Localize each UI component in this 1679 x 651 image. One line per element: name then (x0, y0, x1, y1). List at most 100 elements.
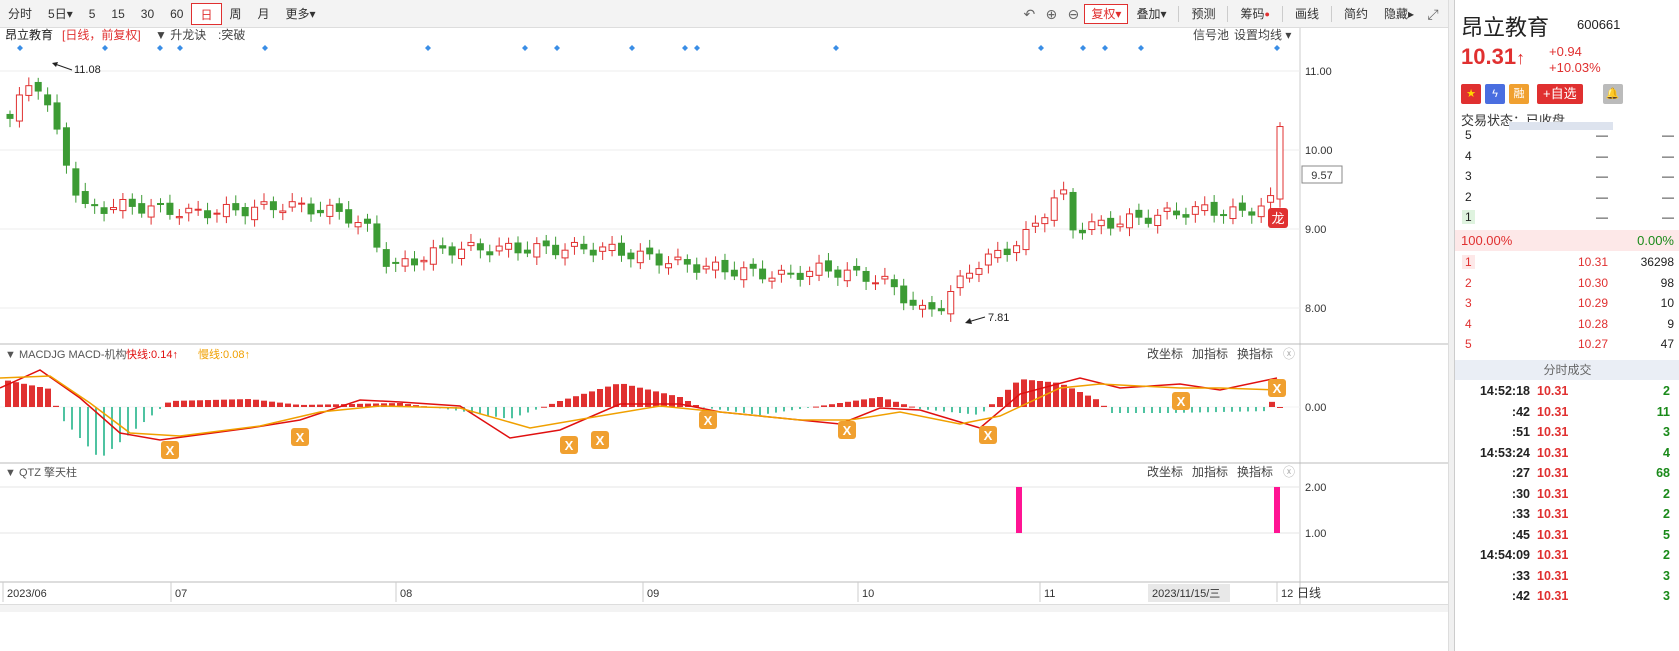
macd-bar (589, 391, 595, 407)
kline-chart[interactable]: 昂立教育 [日线，前复权] ▼ 升龙诀 :突破 信号池 设置均线 ▾ 11.00… (0, 28, 1448, 604)
sell-row-3[interactable]: 3 — — (1455, 166, 1679, 187)
bell-icon[interactable]: 🔔 (1602, 84, 1623, 104)
zoom-out-icon[interactable]: ⊖ (1067, 5, 1080, 22)
bottom-tab-strip[interactable] (0, 604, 1448, 612)
signal-diamond[interactable] (1274, 45, 1280, 51)
qtz-change-axis-button[interactable]: 改坐标 (1147, 465, 1183, 479)
qtz-switch-indicator-button[interactable]: 换指标 (1237, 464, 1273, 479)
hide-button[interactable]: 隐藏▸ (1383, 6, 1414, 21)
main-stock-name: 昂立教育 (5, 28, 53, 42)
period-tab-1[interactable]: 5日▾ (48, 6, 73, 21)
chips-button[interactable]: 筹码● (1232, 3, 1277, 25)
macd-bar (661, 393, 667, 407)
simple-button[interactable]: 简约 (1343, 6, 1368, 21)
signal-diamond[interactable] (629, 45, 635, 51)
trade-price: 10.31 (1537, 445, 1569, 460)
signal-diamond[interactable] (554, 45, 560, 51)
macd-switch-indicator-button[interactable]: 换指标 (1237, 346, 1273, 361)
sell-pct: 0.00% (1637, 233, 1674, 248)
macd-title[interactable]: ▼ MACDJG MACD-机构 (5, 347, 127, 361)
macd-close-icon[interactable]: ⓧ (1283, 347, 1295, 361)
signal-diamond[interactable] (177, 45, 183, 51)
fullscreen-icon[interactable]: ⤢ (1427, 5, 1439, 22)
overlay-dropdown[interactable]: 叠加▾ (1136, 6, 1167, 21)
period-tab-7[interactable]: 周 (229, 6, 242, 21)
ob-price: — (1596, 169, 1608, 183)
dragon-badge[interactable]: 龙 (1268, 208, 1288, 228)
chips-label: 筹码 (1240, 6, 1265, 21)
candle-body (1267, 195, 1275, 203)
cross-marker[interactable]: X (161, 441, 179, 459)
trade-volume: 2 (1663, 507, 1670, 521)
trade-row: :30 10.31 2 (1455, 485, 1679, 505)
cross-marker[interactable]: X (1172, 392, 1190, 410)
signal-diamond[interactable] (1038, 45, 1044, 51)
cross-marker[interactable]: X (699, 411, 717, 429)
cross-marker[interactable]: X (291, 428, 309, 446)
set-ma-button[interactable]: 设置均线 ▾ (1234, 28, 1291, 42)
period-tab-0[interactable]: 分时 (8, 6, 33, 21)
panel-splitter[interactable] (1448, 0, 1454, 651)
signal-diamond[interactable] (522, 45, 528, 51)
signal-diamond[interactable] (1138, 45, 1144, 51)
period-tab-2[interactable]: 5 (88, 6, 96, 21)
signal-diamond[interactable] (694, 45, 700, 51)
lightning-icon[interactable]: ϟ (1485, 84, 1505, 104)
trade-price: 10.31 (1537, 568, 1569, 583)
quote-price: 10.31↑ (1461, 44, 1525, 70)
period-tab-4[interactable]: 30 (140, 6, 155, 21)
signal-diamond[interactable] (1080, 45, 1086, 51)
signal-diamond[interactable] (262, 45, 268, 51)
forecast-button[interactable]: 预测 (1191, 6, 1216, 21)
signal-diamond[interactable] (425, 45, 431, 51)
buy-row-4[interactable]: 4 10.28 9 (1455, 314, 1679, 335)
candle-body (796, 272, 804, 280)
fuquan-dropdown[interactable]: 复权▾ (1084, 3, 1129, 24)
candle-body (994, 249, 1002, 259)
qtz-add-indicator-button[interactable]: 加指标 (1192, 464, 1228, 479)
cross-marker[interactable]: X (979, 426, 997, 444)
signal-diamond[interactable] (102, 45, 108, 51)
sell-row-4[interactable]: 4 — — (1455, 146, 1679, 167)
macd-bar (1119, 407, 1121, 413)
candle-body (589, 249, 597, 256)
signal-diamond[interactable] (1102, 45, 1108, 51)
sell-row-5[interactable]: 5 — — (1455, 125, 1679, 146)
signal-diamond[interactable] (833, 45, 839, 51)
signal-diamond[interactable] (17, 45, 23, 51)
buy-row-3[interactable]: 3 10.29 10 (1455, 293, 1679, 314)
period-tab-3[interactable]: 15 (111, 6, 125, 21)
draw-line-button[interactable]: 画线 (1294, 6, 1319, 21)
zoom-in-icon[interactable]: ⊕ (1045, 5, 1058, 22)
period-tab-6[interactable]: 日 (191, 2, 222, 25)
cross-marker[interactable]: X (838, 421, 856, 439)
china-flag-icon[interactable]: ★ (1461, 84, 1481, 104)
add-favorite-button[interactable]: +自选 (1537, 84, 1583, 104)
buy-row-5[interactable]: 5 10.27 47 (1455, 334, 1679, 355)
buy-row-2[interactable]: 2 10.30 98 (1455, 273, 1679, 294)
period-tab-5[interactable]: 60 (170, 6, 184, 21)
macd-change-axis-button[interactable]: 改坐标 (1147, 347, 1183, 361)
x-axis-label: 07 (175, 588, 187, 600)
period-tab-9[interactable]: 更多▾ (285, 6, 316, 21)
cross-marker[interactable]: X (1268, 379, 1286, 397)
sell-row-1[interactable]: 1 — — (1455, 207, 1679, 228)
period-tab-8[interactable]: 月 (257, 6, 270, 21)
margin-badge[interactable]: 融 (1509, 84, 1529, 104)
cross-marker[interactable]: X (560, 436, 578, 454)
signal-diamond[interactable] (157, 45, 163, 51)
qtz-title[interactable]: ▼ QTZ 擎天柱 (5, 465, 77, 479)
undo-icon[interactable]: ↶ (1023, 5, 1036, 22)
signal-diamond[interactable] (682, 45, 688, 51)
main-indicator-label[interactable]: ▼ 升龙诀 (155, 28, 206, 42)
macd-add-indicator-button[interactable]: 加指标 (1192, 346, 1228, 361)
high-marker-label: 11.08 (74, 64, 101, 76)
signal-pool-button[interactable]: 信号池 (1193, 28, 1229, 42)
cross-marker[interactable]: X (591, 431, 609, 449)
trade-time: :27 (1511, 466, 1530, 480)
buy-row-1[interactable]: 1 10.31 36298 (1455, 252, 1679, 273)
new-dot: ● (1264, 8, 1270, 19)
macd-bar (29, 385, 35, 407)
qtz-close-icon[interactable]: ⓧ (1283, 465, 1295, 479)
sell-row-2[interactable]: 2 — — (1455, 187, 1679, 208)
